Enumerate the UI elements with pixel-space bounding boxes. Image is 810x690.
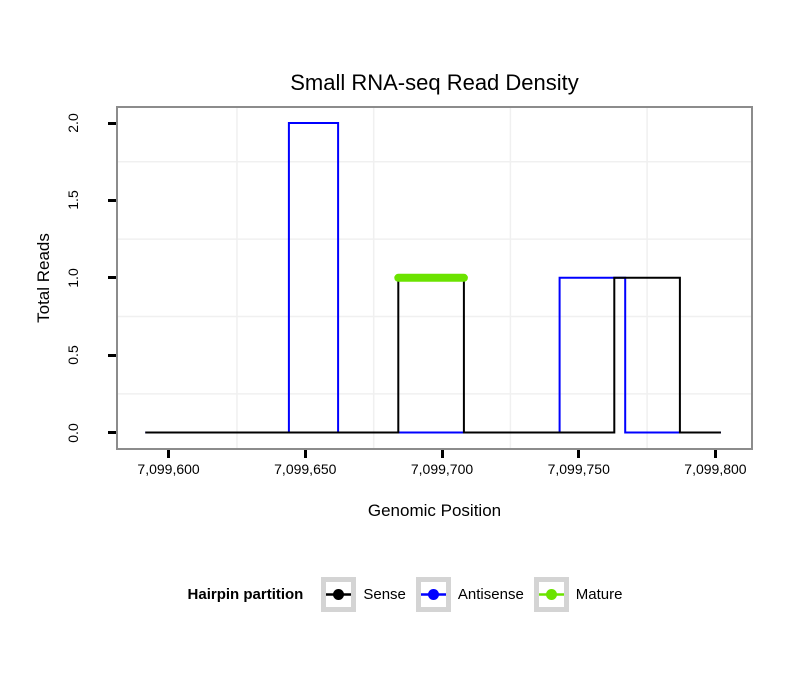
chart-title: Small RNA-seq Read Density xyxy=(290,70,579,95)
y-tick-label: 2.0 xyxy=(65,113,81,133)
y-tick-mark xyxy=(108,276,116,280)
series-line-antisense xyxy=(145,122,721,434)
legend-item-mature: Mature xyxy=(533,576,623,612)
legend-key-sense-icon xyxy=(321,576,357,612)
legend-label-antisense: Antisense xyxy=(457,585,524,603)
legend-title: Hairpin partition xyxy=(187,585,304,603)
x-tick-mark xyxy=(167,450,171,458)
legend-item-sense: Sense xyxy=(321,576,406,612)
legend-key-antisense-icon xyxy=(415,576,451,612)
y-tick-mark xyxy=(108,431,116,435)
legend-label-sense: Sense xyxy=(363,585,406,603)
x-tick-mark xyxy=(303,450,307,458)
x-tick-label: 7,099,800 xyxy=(684,461,747,477)
y-tick-label: 1.0 xyxy=(65,268,81,288)
legend-item-antisense: Antisense xyxy=(415,576,524,612)
legend-key-mature-icon xyxy=(533,576,569,612)
line-point-glyph xyxy=(326,588,352,600)
y-tick-label: 0.5 xyxy=(65,345,81,365)
y-tick-mark xyxy=(108,198,116,202)
x-tick-label: 7,099,600 xyxy=(137,461,200,477)
x-tick-label: 7,099,700 xyxy=(410,461,474,477)
series-line-sense xyxy=(145,276,721,434)
x-tick-mark xyxy=(577,450,581,458)
x-tick-label: 7,099,750 xyxy=(547,461,610,477)
chart-canvas xyxy=(118,108,751,448)
y-tick-label: 0.0 xyxy=(65,422,81,443)
legend-label-mature: Mature xyxy=(575,585,623,603)
y-tick-mark xyxy=(108,353,116,357)
y-axis-title: Total Reads xyxy=(34,233,53,323)
x-tick-label: 7,099,650 xyxy=(274,461,337,477)
plot-panel xyxy=(116,106,753,450)
legend: Hairpin partition Sense Antisense Mature xyxy=(0,575,810,613)
legend-items: Sense Antisense Mature xyxy=(321,576,623,612)
x-tick-mark xyxy=(713,450,717,458)
line-point-glyph xyxy=(538,588,564,600)
y-tick-mark xyxy=(108,121,116,125)
line-point-glyph xyxy=(420,588,446,600)
x-tick-mark xyxy=(440,450,444,458)
x-axis-title: Genomic Position xyxy=(367,501,502,520)
y-tick-label: 1.5 xyxy=(65,190,81,211)
